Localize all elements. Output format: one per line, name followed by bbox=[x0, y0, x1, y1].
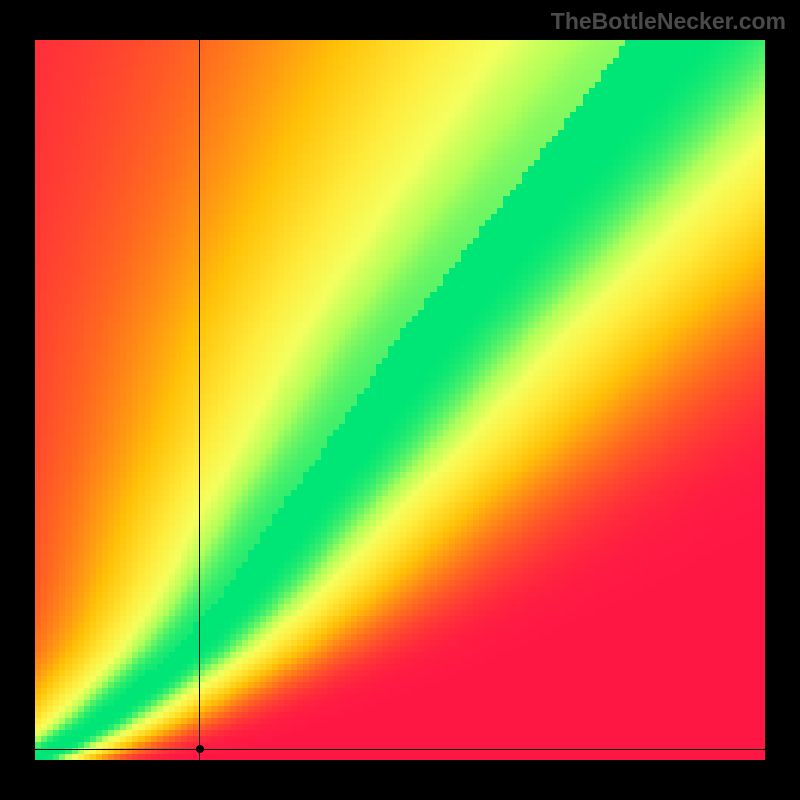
crosshair-horizontal bbox=[35, 749, 765, 750]
bottleneck-heatmap bbox=[35, 40, 765, 760]
watermark-text: TheBottleNecker.com bbox=[551, 8, 786, 35]
chart-container: TheBottleNecker.com bbox=[0, 0, 800, 800]
crosshair-marker bbox=[196, 745, 204, 753]
crosshair-vertical bbox=[199, 40, 200, 760]
